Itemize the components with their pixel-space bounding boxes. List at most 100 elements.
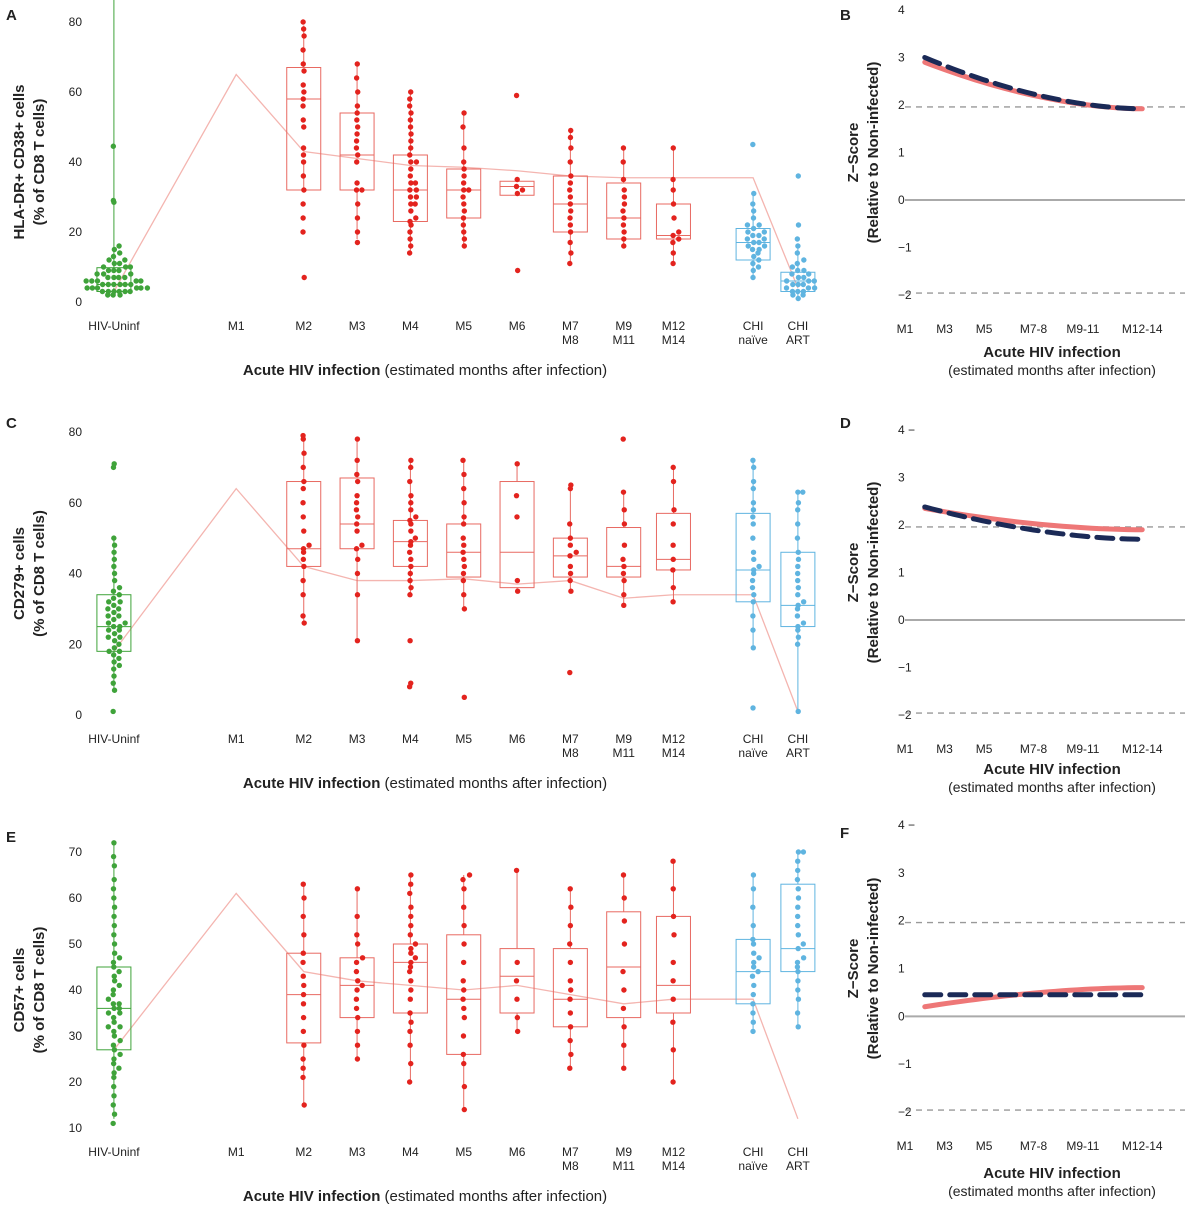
data-point <box>111 556 118 563</box>
data-point <box>408 131 414 137</box>
panel-C: C 0 20 40 60 80 CD279+ cells (% of CD8 T cells)… <box>6 415 816 792</box>
y-tick-label: −1 <box>898 661 912 675</box>
data-point <box>128 271 134 277</box>
data-point <box>354 638 361 644</box>
data-point <box>750 936 756 943</box>
data-point <box>567 1024 574 1030</box>
data-point <box>408 881 414 887</box>
data-point <box>407 964 414 970</box>
data-point <box>795 708 801 715</box>
data-point <box>621 941 628 947</box>
x-tick-label: M11 <box>612 1159 635 1173</box>
data-point <box>620 556 626 563</box>
data-point <box>115 274 122 281</box>
data-point <box>794 964 801 970</box>
z-y-axis-label: Z−Score (Relative to Non-infected) <box>845 62 882 244</box>
data-point <box>795 996 802 1002</box>
data-point <box>514 267 521 274</box>
data-point <box>519 187 526 193</box>
data-point <box>111 577 118 584</box>
x-tick-label: M1 <box>228 1145 245 1159</box>
data-point <box>620 1005 627 1012</box>
data-point <box>460 124 466 130</box>
category-M5: M5 <box>446 457 482 746</box>
data-point <box>756 955 762 961</box>
data-point <box>300 991 307 998</box>
data-point <box>105 620 112 626</box>
data-point <box>621 201 628 207</box>
x-tick-label: CHI <box>788 319 809 333</box>
data-point <box>359 187 365 193</box>
data-point <box>676 229 682 235</box>
data-point <box>111 1019 117 1025</box>
data-point <box>354 117 360 123</box>
data-point <box>111 281 117 288</box>
data-point <box>407 194 414 200</box>
data-point <box>408 180 414 186</box>
data-point <box>300 613 306 619</box>
data-point <box>621 1065 627 1071</box>
data-point <box>111 950 118 956</box>
data-point <box>300 229 306 235</box>
data-point <box>670 886 676 892</box>
data-point <box>568 588 574 594</box>
data-point <box>567 159 573 165</box>
data-point <box>354 103 361 109</box>
data-point <box>750 1019 756 1025</box>
data-point <box>460 222 467 228</box>
data-point <box>795 489 801 495</box>
data-point <box>110 1042 117 1048</box>
x-tick-label: M9-11 <box>1066 1139 1099 1153</box>
y-axis-label: CD57+ cells (% of CD8 T cells) <box>11 927 48 1054</box>
data-point <box>301 187 307 193</box>
data-point <box>800 941 806 947</box>
data-point <box>795 173 801 179</box>
data-point <box>568 208 574 214</box>
data-point <box>117 281 123 288</box>
data-point <box>408 904 414 910</box>
y-tick-label: 3 <box>898 471 905 485</box>
data-point <box>111 1056 117 1062</box>
panel-letter: E <box>6 829 16 846</box>
x-tick-label: naïve <box>738 746 768 760</box>
data-point <box>795 584 802 591</box>
y-tick-label: 0 <box>75 295 82 309</box>
x-tick-label: HIV-Uninf <box>88 1145 140 1159</box>
data-point <box>620 489 627 495</box>
data-point <box>676 236 682 242</box>
panel-letter: C <box>6 415 17 432</box>
x-tick-label: CHI <box>788 1145 809 1159</box>
data-point <box>620 208 626 214</box>
data-point <box>671 215 677 221</box>
data-point <box>801 267 807 274</box>
y-tick-label: 0 <box>898 1009 905 1023</box>
data-point <box>111 570 118 577</box>
data-point <box>461 229 467 235</box>
data-point <box>408 500 414 506</box>
data-point <box>300 26 307 32</box>
fit-line-navy-dashed <box>922 504 1145 542</box>
data-point <box>750 904 756 910</box>
data-point <box>460 549 466 555</box>
data-point <box>621 507 627 513</box>
data-point <box>111 876 117 883</box>
data-point <box>300 1074 306 1081</box>
data-point <box>111 609 117 616</box>
data-point <box>670 260 676 267</box>
data-point <box>111 687 118 693</box>
data-point <box>461 556 467 563</box>
data-point <box>567 996 573 1002</box>
x-tick-label: M1 <box>897 322 914 336</box>
data-point <box>621 577 627 584</box>
data-point <box>110 886 117 892</box>
y-axis-label-line: HLA-DR+ CD38+ cells <box>11 84 28 239</box>
data-point <box>354 1042 361 1048</box>
data-point <box>460 978 466 984</box>
data-point <box>408 563 414 570</box>
data-point <box>116 613 122 619</box>
data-point <box>751 190 757 197</box>
data-point <box>111 964 117 970</box>
data-point <box>750 507 757 513</box>
data-point <box>300 881 306 887</box>
data-point <box>300 432 306 439</box>
